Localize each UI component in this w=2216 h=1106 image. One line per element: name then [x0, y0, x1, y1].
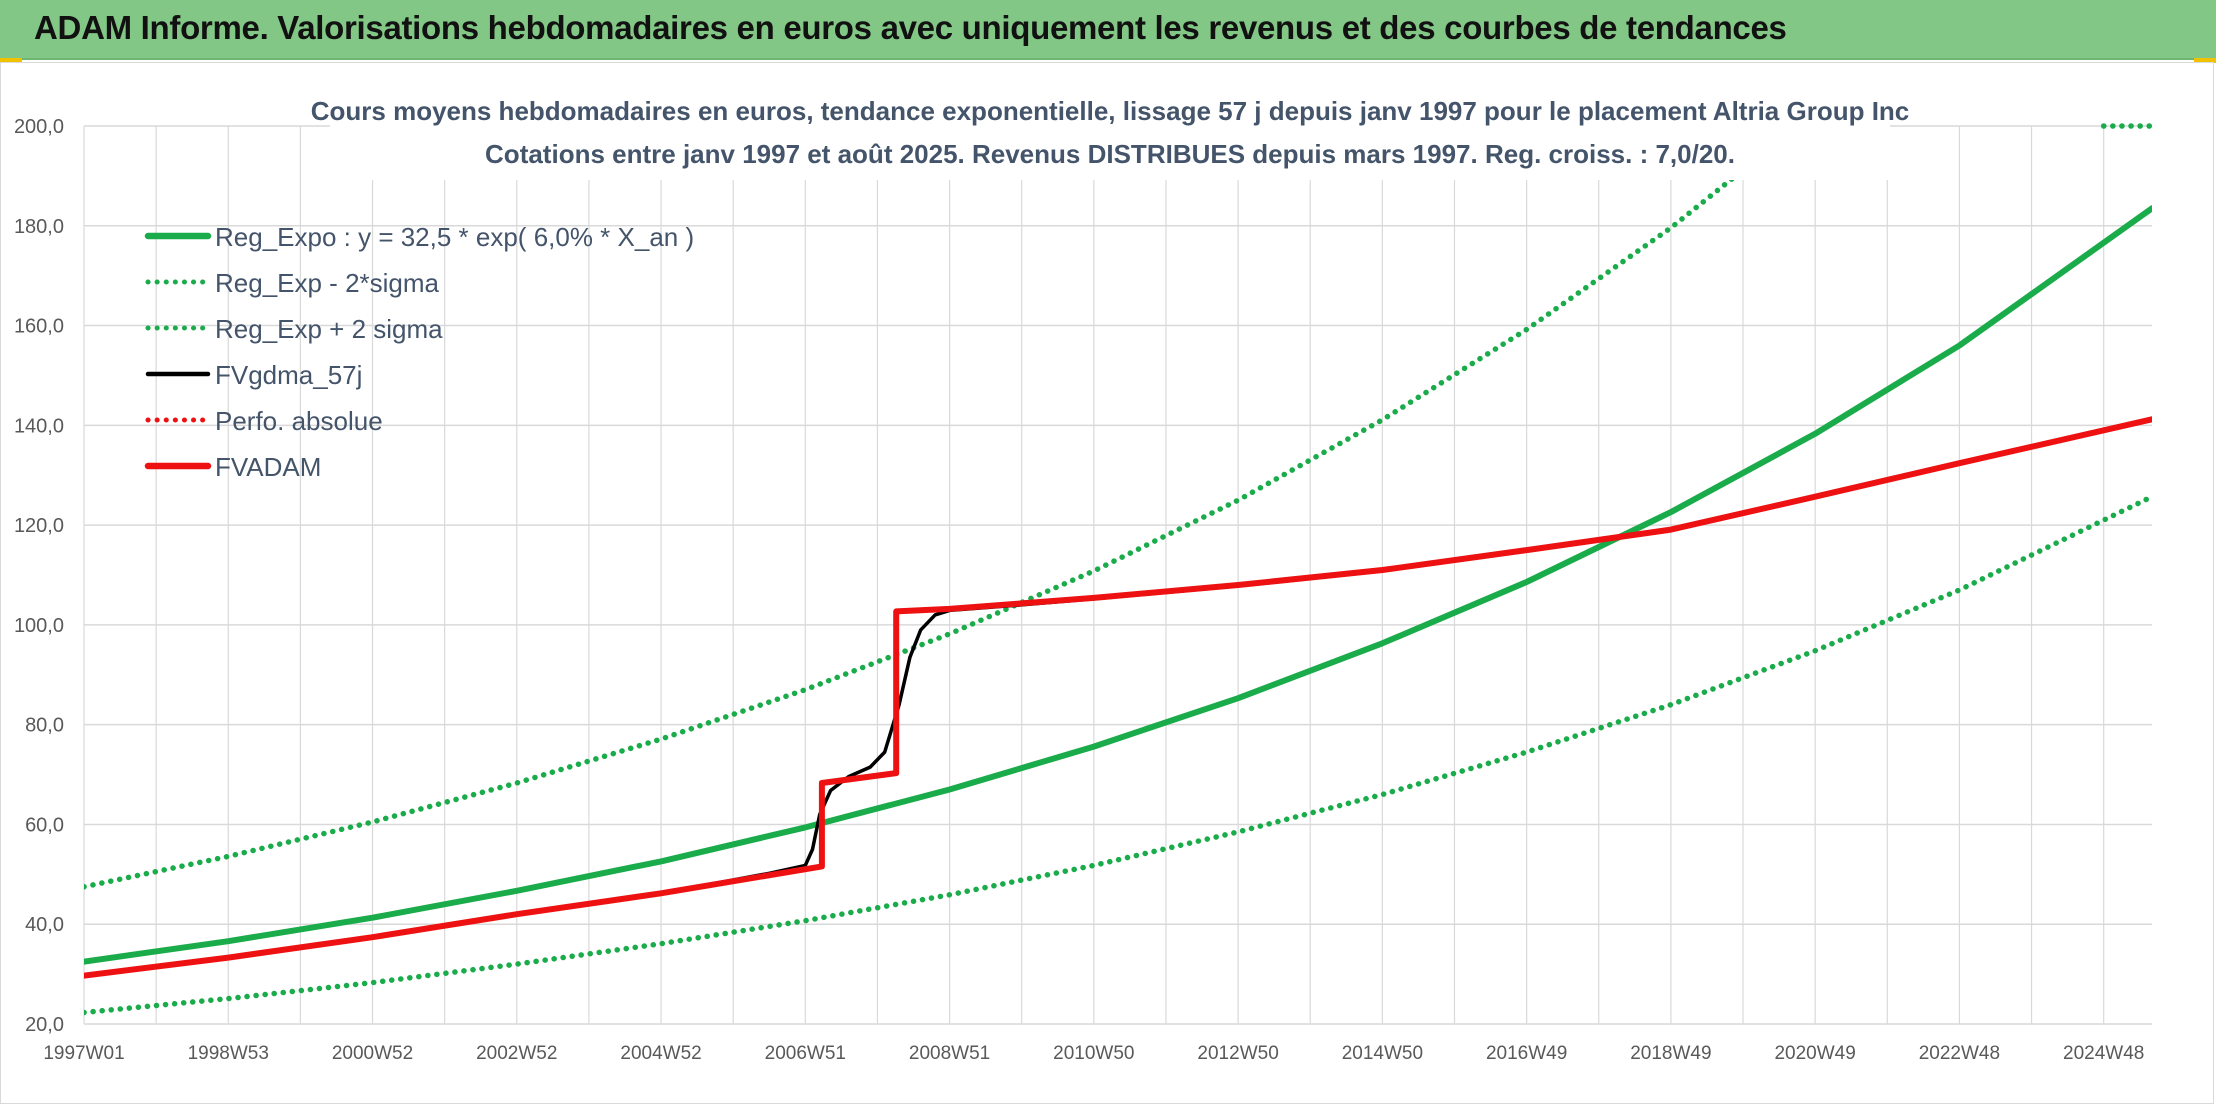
y-tick-label: 40,0: [25, 914, 64, 936]
x-tick-label: 2016W49: [1486, 1043, 1567, 1064]
y-tick-label: 80,0: [25, 715, 64, 737]
chart-area: [0, 62, 2214, 1104]
chart-titles: Cours moyens hebdomadaires en euros, ten…: [311, 90, 1910, 180]
x-tick-label: 2022W48: [1919, 1043, 2000, 1064]
x-tick-label: 2012W50: [1197, 1043, 1278, 1064]
y-tick-label: 160,0: [14, 316, 64, 338]
series-line-reg-exp-2-sigma: [84, 178, 1737, 890]
legend-label: Reg_Expo : y = 32,5 * exp( 6,0% * X_an ): [215, 222, 694, 252]
x-tick-label: 2024W48: [2063, 1043, 2144, 1064]
x-tick-label: 1998W53: [188, 1043, 269, 1064]
series-line-fvadam: [84, 416, 2152, 979]
x-tick-label: 2020W49: [1774, 1043, 1855, 1064]
legend: Reg_Expo : y = 32,5 * exp( 6,0% * X_an )…: [144, 222, 694, 482]
y-tick-label: 140,0: [14, 415, 64, 437]
legend-label: Reg_Exp - 2*sigma: [215, 268, 440, 298]
gridlines: [83, 125, 2152, 1025]
x-tick-label: 2000W52: [332, 1043, 413, 1064]
y-tick-label: 200,0: [14, 116, 64, 138]
corner-marker-left: [0, 58, 22, 63]
x-tick-label: 2002W52: [476, 1043, 557, 1064]
x-tick-label: 2014W50: [1342, 1043, 1423, 1064]
chart-subtitle: Cotations entre janv 1997 et août 2025. …: [485, 139, 1735, 169]
x-tick-label: 2006W51: [765, 1043, 846, 1064]
x-tick-label: 2008W51: [909, 1043, 990, 1064]
corner-marker-right: [2194, 58, 2216, 63]
y-tick-label: 180,0: [14, 216, 64, 238]
x-tick-label: 2010W50: [1053, 1043, 1134, 1064]
axes: 20,0 40,0 60,0 80,0 100,0 120,0 140,0 160,0 180,…: [14, 116, 2144, 1064]
y-tick-label: 20,0: [25, 1014, 64, 1036]
y-tick-label: 60,0: [25, 814, 64, 836]
legend-label: Reg_Exp + 2 sigma: [215, 314, 443, 344]
y-tick-label: 120,0: [14, 515, 64, 537]
report-title: ADAM Informe. Valorisations hebdomadaire…: [34, 9, 1787, 46]
legend-label: FVgdma_57j: [215, 360, 362, 390]
legend-label: FVADAM: [215, 452, 321, 482]
x-tick-label: 2004W52: [620, 1043, 701, 1064]
series-line-reg-expo-y-32-5-exp-6-0-x-an: [84, 205, 2152, 965]
y-tick-label: 100,0: [14, 615, 64, 637]
x-tick-label: 2018W49: [1630, 1043, 1711, 1064]
report-banner: ADAM Informe. Valorisations hebdomadaire…: [0, 0, 2216, 60]
series-line-reg-exp-2-sigma: [84, 493, 2152, 1016]
series-lines: [84, 123, 2155, 1016]
x-tick-label: 1997W01: [43, 1043, 124, 1064]
chart-title: Cours moyens hebdomadaires en euros, ten…: [311, 96, 1910, 126]
series-line-fvgdma-57j: [84, 418, 2152, 978]
legend-label: Perfo. absolue: [215, 406, 383, 436]
chart-title-background: [330, 90, 1890, 180]
